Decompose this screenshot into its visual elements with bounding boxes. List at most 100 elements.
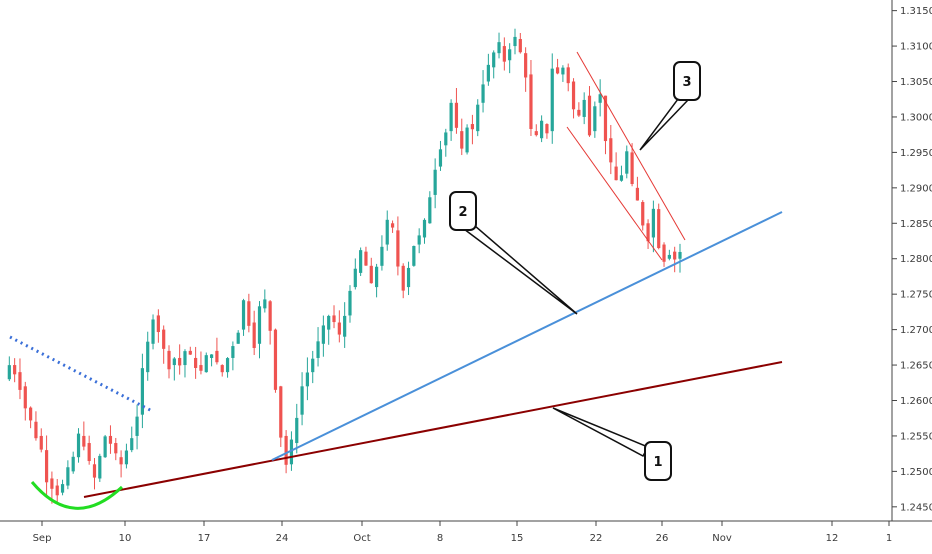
y-tick-label: 1.27000 [900, 325, 932, 336]
candle-body [215, 350, 219, 363]
candle-body [332, 315, 336, 323]
x-tick-label: Nov [712, 533, 732, 544]
candle-body [433, 169, 437, 195]
candle-body [454, 102, 459, 128]
candle-body [486, 64, 490, 82]
candle-body [566, 67, 570, 84]
candle-body [7, 365, 11, 380]
candle-body [401, 265, 405, 291]
x-tick-label: 12 [826, 533, 839, 544]
candle-body [630, 152, 634, 185]
candle-body [300, 386, 304, 415]
candle-body [513, 36, 517, 47]
candle-body [172, 358, 176, 366]
candle-body [295, 417, 299, 444]
x-tick-label: 15 [511, 533, 524, 544]
x-tick-label: 8 [437, 533, 443, 544]
candle-body [247, 301, 251, 326]
callout-2-pointer [458, 217, 578, 315]
candle-body [497, 42, 501, 54]
candle-body [422, 219, 427, 238]
candle-body [678, 251, 682, 259]
candle-body [577, 109, 581, 116]
candle-body [428, 197, 432, 224]
candle-body [540, 120, 544, 139]
channel-upper [576, 51, 686, 241]
candle-body [151, 319, 155, 344]
candle-body [444, 132, 448, 146]
candle-body [225, 358, 230, 373]
candle-body [646, 223, 650, 242]
candle-body [130, 438, 134, 451]
candle-body [529, 74, 533, 129]
candle-body [162, 329, 166, 349]
candle-body [412, 245, 416, 266]
candle-body [673, 251, 677, 260]
candle-body [140, 368, 144, 415]
candle-body [460, 131, 464, 149]
candle-body [348, 290, 352, 316]
y-tick-label: 1.27500 [900, 290, 932, 301]
callout-2-label: 2 [458, 205, 467, 220]
candle-body [18, 372, 22, 390]
y-tick-label: 1.26500 [900, 361, 932, 372]
candle-body [587, 95, 592, 136]
candle-body [502, 46, 506, 62]
candle-body [135, 416, 139, 436]
candle-body [593, 106, 597, 132]
candle-body [50, 478, 54, 489]
candle-body [305, 372, 310, 387]
candle-body [183, 351, 187, 366]
candle-body [374, 266, 379, 288]
candle-body [380, 246, 384, 266]
candle-body [167, 350, 171, 370]
y-tick-label: 1.24500 [900, 502, 932, 513]
candle-body [316, 341, 320, 358]
candle-body [263, 299, 267, 309]
callout-3-box [673, 61, 701, 101]
x-tick-label: 22 [590, 533, 603, 544]
candle-body [252, 322, 256, 348]
candle-body [241, 300, 246, 330]
callouts-group: 1 2 3 [449, 61, 701, 481]
candle-body [385, 219, 389, 245]
y-tick-label: 1.26000 [900, 396, 932, 407]
callout-3-label: 3 [682, 75, 691, 90]
candle-body [417, 235, 421, 245]
candle-body [71, 456, 75, 472]
candle-body [66, 467, 70, 486]
y-tick-label: 1.25500 [900, 431, 932, 442]
y-tick-label: 1.29500 [900, 148, 932, 159]
candle-body [178, 357, 182, 366]
y-tick-label: 1.30500 [900, 77, 932, 88]
candle-body [369, 265, 373, 284]
candle-body [651, 208, 655, 238]
candle-body [188, 350, 192, 355]
candle-body [103, 436, 107, 458]
trendline-1 [83, 361, 783, 498]
candle-body [23, 386, 27, 409]
candle-body [635, 187, 640, 201]
candle-body [518, 38, 522, 53]
x-tick-label: 26 [656, 533, 669, 544]
candle-body [156, 315, 160, 333]
candle-body [236, 332, 240, 344]
candle-body [470, 124, 475, 130]
y-tick-label: 1.25000 [900, 467, 932, 478]
candle-body [582, 99, 586, 117]
candle-body [343, 315, 347, 337]
candle-body [60, 484, 65, 493]
candle-body [534, 131, 538, 136]
candle-body [641, 202, 645, 226]
candle-body [39, 435, 43, 450]
x-tick-label: 24 [276, 533, 289, 544]
candle-body [476, 104, 480, 132]
candle-body [284, 435, 288, 465]
candle-body [598, 94, 602, 103]
candle-body [55, 485, 59, 496]
y-tick-label: 1.28000 [900, 254, 932, 265]
candle-body [438, 149, 443, 167]
candle-body [657, 209, 661, 249]
candle-body [449, 102, 453, 132]
candle-body [34, 421, 38, 439]
